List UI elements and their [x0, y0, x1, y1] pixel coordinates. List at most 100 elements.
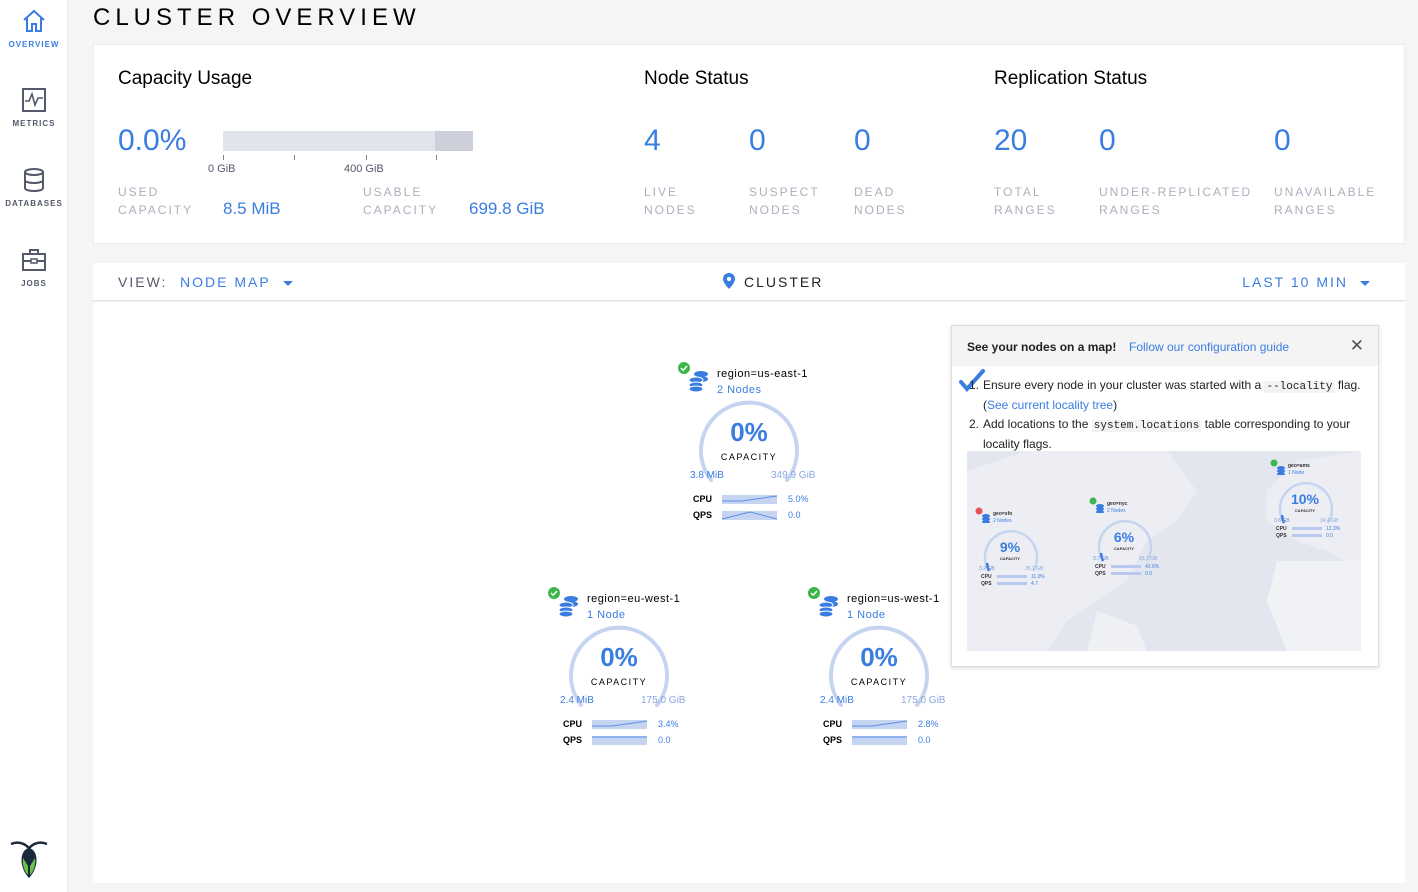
capacity-percent: 0%: [730, 417, 768, 447]
healthy-check-icon: [678, 362, 690, 374]
checkmark-icon: [959, 369, 985, 392]
replication-stat-value: 0: [1274, 124, 1291, 157]
capacity-gauge: [829, 625, 929, 707]
total-capacity: 175.0 GiB: [641, 695, 686, 706]
caret-down-icon: [1360, 280, 1370, 286]
replication-stat-label: UNAVAILABLE RANGES: [1274, 185, 1377, 217]
cpu-sparkline: [852, 720, 907, 729]
step-1: 1. Ensure every node in your cluster was …: [969, 378, 1361, 412]
database-stack-icon: [982, 514, 990, 523]
configuration-guide-link[interactable]: Follow our configuration guide: [1129, 340, 1290, 354]
capacity-percent: 0%: [600, 642, 638, 672]
node-stat-value: 0: [749, 124, 766, 157]
capacity-gauge: [569, 625, 669, 707]
healthy-check-icon: [808, 587, 820, 599]
capacity-label: CAPACITY: [850, 677, 908, 687]
cpu-sparkline: [722, 495, 777, 504]
replication-status-title: Replication Status: [994, 68, 1148, 89]
used-capacity-label: USED CAPACITY: [118, 185, 194, 217]
example-locality-node: geo=sfo 2 Nodes 9% CAPACITY 3.2 GB 35.1 GB …: [975, 507, 1055, 601]
world-map-shapes: [967, 451, 1361, 651]
cpu-value: 5.0%: [788, 494, 809, 504]
cockroachdb-logo[interactable]: [9, 838, 49, 880]
locality-node[interactable]: region=eu-west-1 1 Node 0% CAPACITY 2.4 …: [548, 587, 718, 757]
used-capacity: 3.8 MiB: [690, 470, 724, 481]
node-stat-label: DEAD NODES: [854, 185, 907, 217]
cpu-label: CPU: [563, 719, 583, 729]
capacity-label: CAPACITY: [720, 452, 778, 462]
home-icon: [23, 9, 45, 32]
cpu-value: 2.8%: [918, 719, 939, 729]
example-map-image: geo=sfo 2 Nodes 9% CAPACITY 3.2 GB 35.1 GB …: [967, 451, 1361, 651]
node-stat-label: SUSPECT NODES: [749, 185, 820, 217]
used-capacity: 2.4 MiB: [560, 695, 594, 706]
capacity-tick-0: 0 GiB: [208, 163, 236, 175]
capacity-usage-title: Capacity Usage: [118, 68, 253, 89]
activity-icon: [22, 88, 46, 112]
capacity-gauge: [699, 400, 799, 482]
view-dropdown[interactable]: NODE MAP: [180, 274, 293, 290]
database-stack-icon: [818, 596, 838, 617]
used-capacity-value: 8.5 MiB: [223, 199, 281, 218]
view-label: VIEW:: [118, 274, 168, 290]
qps-sparkline: [592, 736, 647, 745]
database-icon: [24, 168, 44, 192]
node-count: 1 Node: [587, 609, 626, 621]
close-icon[interactable]: ✕: [1349, 336, 1364, 355]
usable-capacity-label: USABLE CAPACITY: [363, 185, 439, 217]
qps-label: QPS: [693, 510, 713, 520]
qps-sparkline: [852, 736, 907, 745]
sidebar-item-metrics[interactable]: METRICS: [0, 87, 68, 128]
status-dot-icon: [975, 507, 983, 515]
sidebar-item-jobs[interactable]: JOBS: [0, 247, 68, 288]
sidebar-item-databases[interactable]: DATABASES: [0, 167, 68, 208]
capacity-label: CAPACITY: [590, 677, 648, 687]
cpu-label: CPU: [823, 719, 843, 729]
database-stack-icon: [558, 596, 578, 617]
qps-label: QPS: [823, 735, 843, 745]
qps-sparkline: [722, 511, 777, 520]
status-dot-icon: [1270, 459, 1278, 467]
locality-name: region=us-west-1: [847, 593, 940, 605]
database-stack-icon: [688, 371, 708, 392]
map-setup-popup: See your nodes on a map! Follow our conf…: [951, 325, 1379, 667]
total-capacity: 349.9 GiB: [771, 470, 816, 481]
breadcrumb-cluster[interactable]: CLUSTER: [744, 274, 824, 290]
caret-down-icon: [282, 280, 293, 286]
replication-stat-value: 20: [994, 124, 1028, 157]
sidebar-item-label: METRICS: [12, 119, 56, 128]
capacity-percent: 0%: [860, 642, 898, 672]
time-range-dropdown[interactable]: LAST 10 MIN: [1242, 274, 1370, 290]
sidebar-item-label: DATABASES: [5, 199, 63, 208]
locality-node[interactable]: region=us-east-1 2 Nodes 0% CAPACITY 3.8…: [678, 362, 848, 532]
capacity-percent: 0.0%: [118, 124, 187, 157]
node-count: 2 Nodes: [717, 384, 762, 396]
locality-node[interactable]: region=us-west-1 1 Node 0% CAPACITY 2.4 …: [808, 587, 978, 757]
database-stack-icon: [1096, 504, 1104, 513]
replication-stat-value: 0: [1099, 124, 1116, 157]
node-count: 1 Node: [847, 609, 886, 621]
step-2: 2. Add locations to the system.locations …: [969, 417, 1351, 451]
popup-title: See your nodes on a map!: [967, 340, 1117, 354]
view-bar: VIEW: NODE MAP CLUSTER LAST 10 MIN: [93, 263, 1405, 301]
capacity-bar: [223, 131, 473, 151]
sidebar-item-overview[interactable]: OVERVIEW: [0, 8, 68, 49]
mini-gauge: [1278, 481, 1334, 524]
database-stack-icon: [1277, 466, 1285, 475]
example-locality-node: geo=nyc 2 Nodes 6% CAPACITY 3.7 GB 65.7 GB …: [1089, 497, 1169, 591]
status-dot-icon: [1089, 497, 1097, 505]
mini-gauge: [983, 529, 1039, 572]
example-locality-node: geo=ams 1 Node 10% CAPACITY 3.6 GB 34.4 GB …: [1270, 459, 1350, 553]
page-title: CLUSTER OVERVIEW: [93, 4, 421, 31]
used-capacity: 2.4 MiB: [820, 695, 854, 706]
qps-value: 0.0: [918, 735, 931, 745]
map-pin-icon: [723, 273, 735, 289]
qps-value: 0.0: [658, 735, 671, 745]
node-stat-value: 4: [644, 124, 661, 157]
locality-tree-link[interactable]: See current locality tree: [987, 398, 1114, 412]
node-stat-label: LIVE NODES: [644, 185, 697, 217]
usable-capacity-value: 699.8 GiB: [469, 199, 545, 218]
locality-name: region=us-east-1: [717, 368, 808, 380]
qps-value: 0.0: [788, 510, 801, 520]
sidebar: OVERVIEW METRICS DATABASES JOBS: [0, 0, 68, 892]
